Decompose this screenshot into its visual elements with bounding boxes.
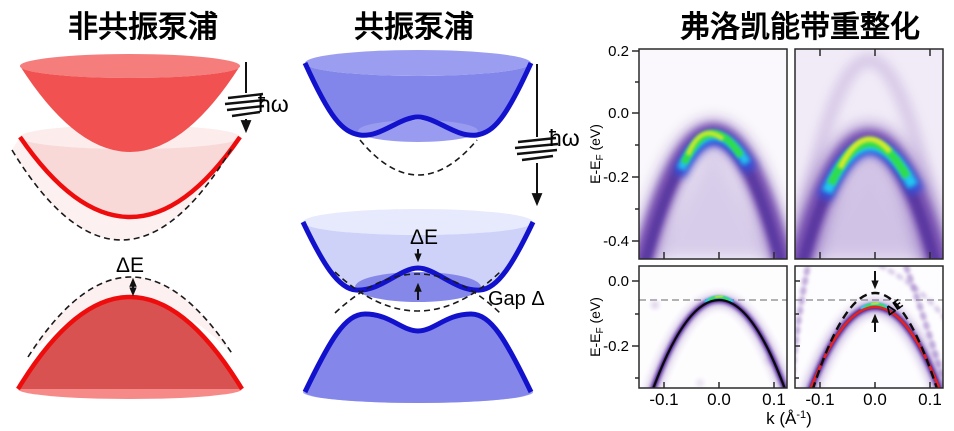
xtick-l--0.1: -0.1 xyxy=(649,390,678,409)
photon-energy-label-left: ħω xyxy=(258,91,289,117)
ylabel-post: (eV) xyxy=(587,297,603,327)
shifted-band-sliver xyxy=(12,137,240,241)
original-band-dashed xyxy=(11,147,233,241)
band-interior-haze xyxy=(650,140,778,259)
xlabel-pre: k (Å xyxy=(766,409,797,428)
panel-border-bottom-left xyxy=(638,265,788,389)
replica-arc-left xyxy=(795,266,811,374)
xlabel-post: ) xyxy=(806,409,812,428)
ylabel-sub: F xyxy=(595,327,606,333)
blue-upper-body xyxy=(305,63,531,136)
blue-floquet-upper-curve xyxy=(300,220,536,293)
blue-lower-rim xyxy=(303,209,533,235)
ytick--0.4: -0.4 xyxy=(603,233,629,250)
bare-band-dashed-lower xyxy=(334,271,501,312)
ytick-b--0.2: -0.2 xyxy=(603,338,629,355)
blue-floquet-lower-curve xyxy=(302,311,534,394)
dispersion-fit-black xyxy=(652,298,786,388)
photon-arrow-middle xyxy=(514,64,559,207)
bare-band-dashed xyxy=(812,291,938,388)
photon-arrow-left xyxy=(224,62,266,134)
upper-cup-body xyxy=(20,66,240,152)
photon-squiggle-icon xyxy=(514,136,559,162)
photon-squiggle-icon xyxy=(224,92,266,118)
dome-band-curve xyxy=(16,294,244,391)
y-axis-label-bottom: E-EF (eV) xyxy=(587,297,606,357)
hotspot-yellow xyxy=(685,131,725,156)
upper-cup-rim xyxy=(20,54,240,78)
blue-dome-body xyxy=(305,314,531,403)
tip-yellow xyxy=(714,295,724,298)
nonresonant-pump-diagram: ħω ΔE xyxy=(11,54,289,399)
resonant-pump-diagram: ħω ΔE Gap Δ xyxy=(300,50,580,403)
ylabel-pre: E-E xyxy=(587,334,603,357)
delta-e-label-middle: ΔE xyxy=(410,226,438,249)
floquet-sideband-replica xyxy=(795,55,943,251)
hotspot-yellow xyxy=(837,136,893,170)
ylabel-sub: F xyxy=(595,154,606,160)
blue-upper-dashed xyxy=(359,139,478,176)
middle-panel-title: 共振泵浦 xyxy=(354,11,474,44)
panel-border-top-right xyxy=(794,48,944,260)
ytick-0.2: 0.2 xyxy=(608,43,629,60)
arpes-panel-bottom-left xyxy=(639,293,787,388)
arpes-panel-top-right xyxy=(795,55,943,259)
hotspot-green xyxy=(827,139,911,186)
shifted-band-curve xyxy=(18,135,242,220)
xtick-l-0.1: 0.1 xyxy=(762,390,786,409)
ytick-b-0.0: 0.0 xyxy=(608,273,629,290)
panel-border-bottom-right xyxy=(794,265,944,389)
xlabel-sup: -1 xyxy=(796,409,806,421)
dome-original-dashed xyxy=(27,276,234,358)
arpes-panel-top-left xyxy=(639,116,787,259)
arpes-figure: ΔE 0.2 0.0 xyxy=(587,43,944,428)
ylabel-pre: E-E xyxy=(587,161,603,184)
blue-upper-curve xyxy=(302,61,534,138)
xtick-r-0.0: 0.0 xyxy=(863,390,887,409)
ytick--0.2: -0.2 xyxy=(603,169,629,186)
ylabel-post: (eV) xyxy=(587,124,603,154)
left-panel-title: 非共振泵浦 xyxy=(68,11,218,44)
panel-border-top-left xyxy=(638,48,788,260)
gap-label: Gap Δ xyxy=(488,288,545,310)
tip-yellow xyxy=(870,302,880,305)
right-panel-title: 弗洛凯能带重整化 xyxy=(680,11,920,44)
blue-upper-rim xyxy=(305,50,531,76)
xtick-r-0.1: 0.1 xyxy=(918,390,942,409)
xtick-l-0.0: 0.0 xyxy=(707,390,731,409)
y-axis-label-top: E-EF (eV) xyxy=(587,124,606,184)
faint-speckle xyxy=(651,301,659,309)
delta-e-label-left: ΔE xyxy=(116,254,144,277)
photon-energy-label-middle: ħω xyxy=(549,125,580,151)
band-interior-haze xyxy=(800,150,938,259)
xtick-r--0.1: -0.1 xyxy=(805,390,834,409)
bare-band-dashed-upper xyxy=(334,273,501,314)
replica-arc-right xyxy=(902,266,943,388)
ytick-0.0: 0.0 xyxy=(608,105,629,122)
axis-ticks xyxy=(632,49,931,388)
faint-speckle xyxy=(696,379,704,387)
arpes-panel-bottom-right: ΔE xyxy=(795,266,943,388)
x-axis-label: k (Å-1) xyxy=(766,409,812,428)
